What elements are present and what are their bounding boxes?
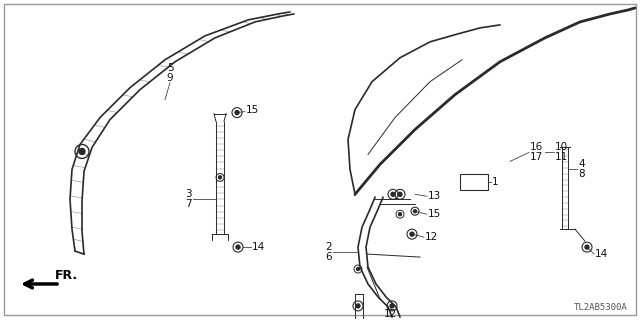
Bar [460, 174, 488, 190]
Circle shape [398, 192, 402, 196]
Circle shape [413, 210, 417, 213]
Text: 9: 9 [166, 73, 173, 83]
Circle shape [218, 176, 221, 179]
Text: 8: 8 [578, 169, 584, 180]
Text: TL2AB5300A: TL2AB5300A [574, 303, 628, 312]
Text: 7: 7 [186, 199, 192, 209]
Text: 14: 14 [252, 242, 265, 252]
Circle shape [399, 213, 401, 216]
Text: 10: 10 [555, 142, 568, 152]
Text: 1: 1 [492, 177, 499, 187]
Circle shape [235, 111, 239, 115]
Circle shape [391, 192, 395, 196]
Circle shape [410, 232, 414, 236]
Text: 5: 5 [166, 63, 173, 73]
Text: 16: 16 [530, 142, 543, 152]
Text: FR.: FR. [55, 269, 78, 282]
Text: 14: 14 [595, 249, 608, 259]
Circle shape [390, 304, 394, 308]
Circle shape [79, 148, 85, 155]
Text: 15: 15 [246, 105, 259, 115]
Text: 4: 4 [578, 159, 584, 169]
Circle shape [356, 268, 360, 270]
Circle shape [585, 245, 589, 249]
Text: 13: 13 [428, 191, 441, 201]
Text: 17: 17 [530, 152, 543, 163]
Text: 12: 12 [425, 232, 438, 242]
Text: 11: 11 [555, 152, 568, 163]
Circle shape [356, 304, 360, 308]
Circle shape [236, 245, 240, 249]
Text: 2: 2 [325, 242, 332, 252]
Text: 12: 12 [383, 309, 397, 319]
Text: 6: 6 [325, 252, 332, 262]
Text: 15: 15 [428, 209, 441, 219]
Text: 3: 3 [186, 189, 192, 199]
